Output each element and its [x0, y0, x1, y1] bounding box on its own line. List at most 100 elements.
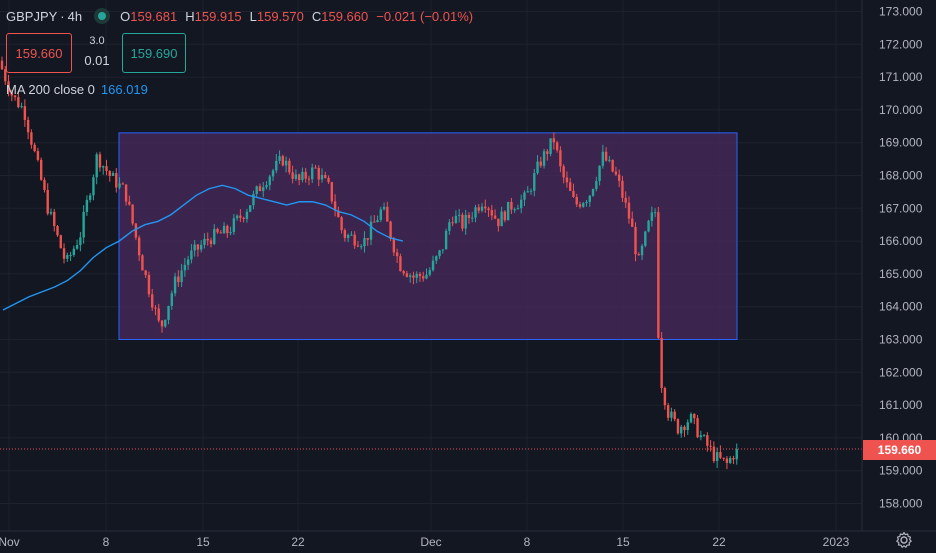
candle-body	[311, 167, 314, 180]
candle-body	[683, 426, 686, 431]
candle-body	[49, 211, 53, 214]
candle-body	[395, 252, 399, 257]
candle-body	[265, 184, 268, 188]
candle-body	[144, 270, 147, 276]
candle-body	[239, 215, 242, 218]
candle-body	[487, 208, 490, 211]
candle-body	[503, 211, 507, 221]
candle-body	[500, 211, 503, 227]
candle-body	[330, 182, 334, 202]
time-tick-label: 15	[196, 535, 210, 549]
candle-body	[4, 69, 7, 82]
time-tick-label: Dec	[420, 535, 441, 549]
candle-body	[673, 411, 676, 420]
candle-body	[702, 435, 706, 437]
candle-body	[624, 197, 627, 203]
candle-body	[591, 188, 595, 196]
candle-body	[30, 132, 33, 145]
candle-body	[262, 187, 265, 192]
price-tick-label: 159.000	[879, 464, 923, 478]
candle-body	[529, 190, 533, 192]
last-price-tag: 159.660	[863, 440, 936, 460]
price-tick-label: 167.000	[879, 201, 923, 215]
price-tick-label: 173.000	[879, 5, 923, 19]
candle-body	[428, 270, 431, 275]
candlesticks	[0, 56, 738, 470]
market-status-icon[interactable]	[94, 8, 111, 24]
candle-body	[477, 207, 480, 211]
candle-body	[402, 271, 405, 274]
candle-body	[435, 256, 438, 261]
candle-body	[582, 203, 585, 207]
candle-body	[124, 184, 128, 202]
symbol-legend[interactable]: GBPJPY · 4h O159.681 H159.915 L159.570 C…	[6, 6, 473, 26]
gear-icon[interactable]	[895, 531, 913, 549]
candle-body	[196, 244, 200, 250]
candle-body	[474, 207, 477, 218]
candle-body	[657, 212, 660, 338]
candle-body	[399, 256, 402, 272]
price-tick-label: 164.000	[879, 300, 923, 314]
candle-body	[199, 244, 203, 250]
ma-indicator-legend[interactable]: MA 200 close 0 166.019	[6, 82, 148, 97]
candle-body	[699, 435, 703, 438]
candle-body	[539, 161, 543, 166]
candle-body	[111, 173, 115, 176]
candle-body	[471, 217, 474, 219]
ma-200-line	[2, 184, 404, 311]
candle-body	[484, 206, 487, 209]
candle-body	[386, 206, 389, 222]
candle-body	[26, 119, 30, 133]
quantity-value[interactable]: 3.0	[89, 35, 105, 47]
candle-body	[376, 220, 379, 223]
candle-body	[611, 159, 614, 172]
legend-separator: ·	[60, 8, 65, 24]
candle-body	[242, 217, 245, 219]
candle-body	[167, 305, 170, 320]
order-quantity[interactable]: 3.0 0.01	[76, 33, 118, 73]
candle-body	[98, 154, 102, 168]
candle-body	[10, 92, 13, 96]
time-tick-label: 15	[616, 535, 630, 549]
candle-body	[617, 174, 621, 181]
candle-body	[415, 273, 418, 278]
candle-body	[732, 458, 735, 460]
price-tick-label: 158.000	[879, 497, 923, 511]
candle-body	[562, 166, 565, 178]
candle-body	[663, 388, 667, 406]
candle-body	[725, 458, 729, 463]
candle-body	[369, 221, 373, 240]
candle-body	[118, 183, 121, 188]
candle-body	[20, 106, 23, 108]
candle-body	[366, 238, 369, 240]
candle-body	[601, 151, 605, 166]
candle-body	[706, 435, 709, 446]
buy-button[interactable]: 159.690	[122, 33, 186, 73]
candle-body	[102, 166, 105, 168]
candle-body	[516, 208, 520, 210]
candle-body	[356, 245, 360, 247]
candle-body	[226, 225, 229, 234]
candle-body	[278, 156, 281, 161]
candle-body	[467, 214, 471, 219]
candle-body	[206, 238, 209, 241]
candle-body	[715, 452, 719, 462]
candle-body	[575, 197, 578, 205]
candle-body	[418, 273, 422, 277]
time-axis: Nov 8 15 22 Dec 8 15 22 2023	[0, 535, 850, 549]
sell-button[interactable]: 159.660	[6, 33, 72, 73]
candle-body	[373, 221, 376, 223]
candle-body	[568, 182, 572, 191]
candle-body	[608, 159, 611, 161]
candle-body	[660, 337, 663, 389]
candle-body	[353, 234, 356, 246]
candle-body	[722, 457, 725, 459]
candle-body	[291, 172, 294, 179]
candle-body	[154, 307, 157, 309]
candle-body	[634, 226, 637, 255]
candle-body	[719, 452, 722, 458]
candle-body	[307, 178, 311, 180]
range-box[interactable]	[118, 132, 738, 340]
candle-body	[17, 97, 20, 108]
